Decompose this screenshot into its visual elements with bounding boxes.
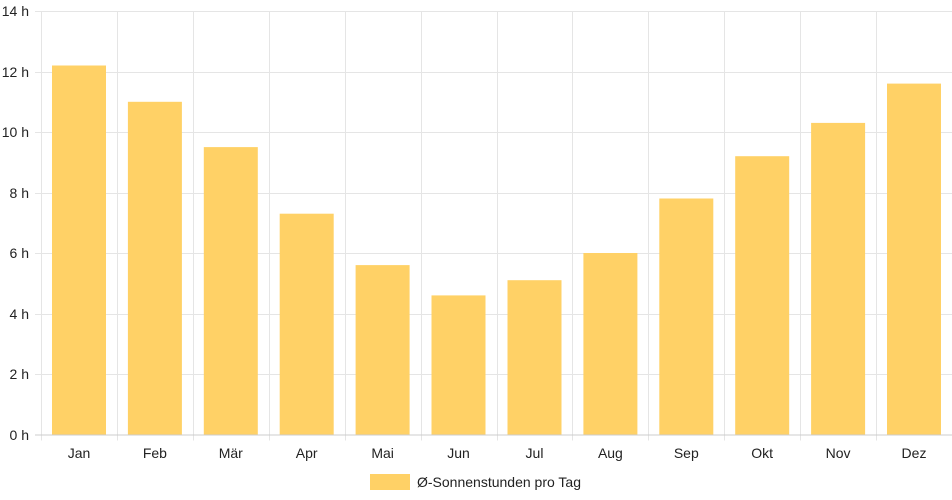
x-tick-label: Apr <box>296 445 318 461</box>
y-tick-label: 14 h <box>2 3 29 19</box>
bar-sep[interactable] <box>659 198 714 435</box>
bar-mai[interactable] <box>355 265 410 435</box>
bar-feb[interactable] <box>127 101 182 435</box>
bar-mär[interactable] <box>203 147 258 435</box>
bar-dez[interactable] <box>887 83 941 435</box>
x-tick-label: Jul <box>526 445 544 461</box>
legend[interactable]: Ø-Sonnenstunden pro Tag <box>370 474 581 490</box>
labels-layer: 0 h 2 h 4 h 6 h 8 h 10 h 12 h 14 h Jan Feb Mär Apr M… <box>2 3 927 461</box>
bar-jan[interactable] <box>52 65 106 435</box>
x-tick-label: Dez <box>902 445 927 461</box>
bar-nov[interactable] <box>811 122 866 435</box>
bar-apr[interactable] <box>279 213 334 435</box>
y-tick-label: 8 h <box>10 185 29 201</box>
x-tick-label: Mai <box>371 445 394 461</box>
y-tick-label: 4 h <box>10 306 29 322</box>
grid-layer <box>35 11 952 441</box>
y-tick-label: 2 h <box>10 366 29 382</box>
y-tick-label: 12 h <box>2 64 29 80</box>
x-tick-label: Sep <box>674 445 699 461</box>
x-tick-label: Nov <box>826 445 851 461</box>
y-tick-label: 6 h <box>10 245 29 261</box>
y-tick-label: 0 h <box>10 427 29 443</box>
bar-aug[interactable] <box>583 253 638 435</box>
x-tick-label: Feb <box>143 445 167 461</box>
x-tick-label: Jun <box>447 445 470 461</box>
x-tick-label: Jan <box>68 445 91 461</box>
bar-jul[interactable] <box>507 280 562 435</box>
y-tick-label: 10 h <box>2 124 29 140</box>
legend-swatch <box>370 474 410 490</box>
bar-okt[interactable] <box>735 156 790 435</box>
x-tick-label: Mär <box>219 445 243 461</box>
legend-label: Ø-Sonnenstunden pro Tag <box>417 474 581 490</box>
bars-layer <box>52 65 941 435</box>
x-tick-label: Aug <box>598 445 623 461</box>
bar-jun[interactable] <box>431 295 486 435</box>
x-tick-label: Okt <box>751 445 773 461</box>
